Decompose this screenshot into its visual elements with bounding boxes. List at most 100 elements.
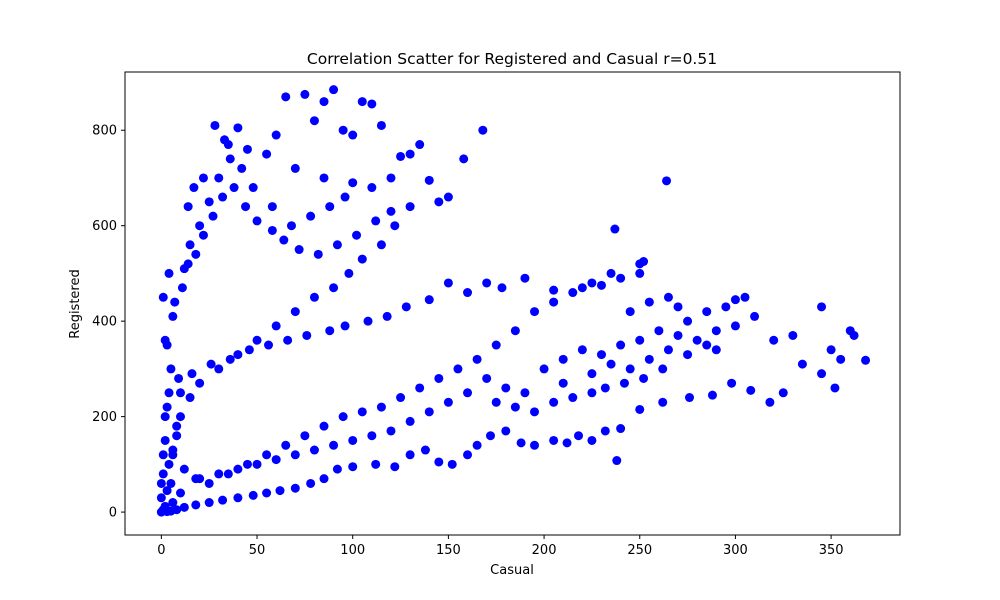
scatter-point [616,424,626,434]
scatter-point [172,431,182,441]
scatter-point [195,378,205,388]
scatter-point [711,326,721,336]
x-tick-label: 150 [436,543,461,558]
scatter-point [382,311,392,321]
scatter-point [204,197,214,207]
x-tick-label: 0 [157,543,165,558]
scatter-point [501,383,511,393]
scatter-point [271,321,281,331]
scatter-point [225,154,235,164]
scatter-point [485,431,495,441]
scatter-point [472,354,482,364]
scatter-point [788,330,798,340]
scatter-point [702,307,712,317]
scatter-point [332,464,342,474]
plot-frame [124,71,901,536]
scatter-point [233,123,243,133]
x-axis-ticks: 0 50 100 150 200 250 300 350 [157,535,844,558]
scatter-point [300,431,310,441]
scatter-point [371,459,381,469]
scatter-point [248,490,258,500]
scatter-point [156,478,166,488]
scatter-point [587,388,597,398]
scatter-point [223,469,233,479]
scatter-point [549,397,559,407]
scatter-point [166,478,176,488]
scatter-point [482,278,492,288]
scatter-point [424,175,434,185]
scatter-point [463,288,473,298]
scatter-point [443,278,453,288]
scatter-point [290,483,300,493]
scatter-point [367,183,377,193]
scatter-point [195,221,205,231]
scatter-point [424,407,434,417]
scatter-point [587,369,597,379]
scatter-point [405,450,415,460]
scatter-point [206,359,216,369]
scatter-point [168,445,178,455]
scatter-point [168,498,178,508]
scatter-point [252,459,262,469]
scatter-point [658,364,668,374]
scatter-point [306,211,316,221]
scatter-point [367,99,377,109]
scatter-point [574,431,584,441]
scatter-point [363,316,373,326]
scatter-point [549,285,559,295]
scatter-point [610,224,620,234]
scatter-point [264,340,274,350]
scatter-point [191,500,201,510]
x-tick-label: 100 [340,543,365,558]
scatter-point [376,120,386,130]
scatter-point [267,225,277,235]
scatter-point [673,330,683,340]
scatter-point [472,440,482,450]
scatter-point [396,393,406,403]
scatter-point [164,268,174,278]
scatter-point [644,297,654,307]
scatter-point [501,426,511,436]
scatter-point [175,412,185,422]
scatter-point [229,183,239,193]
scatter-point [530,307,540,317]
scatter-point [175,388,185,398]
scatter-point [836,354,846,364]
scatter-point [746,385,756,395]
scatter-point [727,378,737,388]
scatter-point [673,302,683,312]
scatter-point [612,456,622,466]
scatter-point [191,249,201,259]
scatter-point [309,292,319,302]
scatter-point [325,326,335,336]
scatter-point [405,416,415,426]
scatter-point [172,421,182,431]
scatter-point [740,292,750,302]
scatter-point [662,176,672,186]
scatter-point [185,240,195,250]
scatter-point [635,335,645,345]
x-axis-label: Casual [490,563,534,578]
scatter-point [214,173,224,183]
scatter-point [405,149,415,159]
scatter-point [198,230,208,240]
scatter-point [174,373,184,383]
scatter-point [577,345,587,355]
scatter-point [685,393,695,403]
scatter-point [290,163,300,173]
scatter-point [233,464,243,474]
scatter-point [164,388,174,398]
scatter-point [658,397,668,407]
scatter-point [683,350,693,360]
scatter-point [208,211,218,221]
scatter-point [179,464,189,474]
scatter-point [175,488,185,498]
scatter-point [750,311,760,321]
scatter-point [214,469,224,479]
scatter-point [210,120,220,130]
scatter-point [420,445,430,455]
scatter-point [596,350,606,360]
scatter-point [225,354,235,364]
scatter-point [252,216,262,226]
